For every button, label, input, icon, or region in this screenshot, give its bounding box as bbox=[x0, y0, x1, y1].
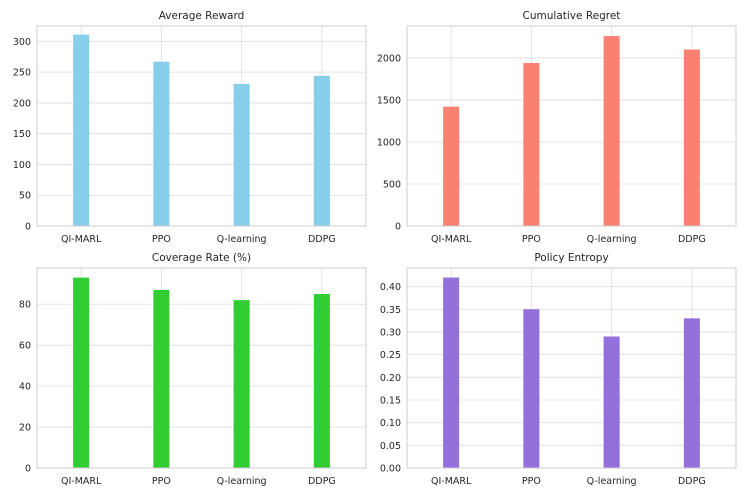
policy-entropy-ytick-label: 0.20 bbox=[380, 373, 401, 384]
policy-entropy-xtick-label-q-learning: Q-learning bbox=[587, 476, 637, 487]
average-reward-xtick-label-q-learning: Q-learning bbox=[217, 234, 267, 245]
coverage-rate-ytick-label: 60 bbox=[19, 341, 31, 352]
policy-entropy-bar-ppo bbox=[523, 309, 540, 468]
policy-entropy-xtick-label-qi-marl: QI-MARL bbox=[431, 476, 472, 487]
policy-entropy-axes-frame bbox=[406, 267, 737, 469]
cumulative-regret-ytick-label: 1000 bbox=[377, 137, 401, 148]
coverage-rate-axes-frame bbox=[36, 267, 367, 469]
panel-average-reward: Average Reward 0 50 100 150 200 250 300 QI-MARL P… bbox=[13, 10, 367, 245]
average-reward-bar-ppo bbox=[153, 61, 170, 226]
policy-entropy-xtick-label-ppo: PPO bbox=[522, 476, 541, 487]
cumulative-regret-xtick-label-qi-marl: QI-MARL bbox=[431, 234, 472, 245]
coverage-rate-title: Coverage Rate (%) bbox=[152, 252, 251, 264]
policy-entropy-ytick-label: 0.30 bbox=[380, 327, 401, 338]
cumulative-regret-title: Cumulative Regret bbox=[523, 10, 621, 22]
cumulative-regret-ytick-label: 2000 bbox=[377, 53, 401, 64]
cumulative-regret-bar-ppo bbox=[523, 62, 540, 226]
average-reward-ytick-label: 200 bbox=[13, 98, 31, 109]
policy-entropy-bar-ddpg bbox=[683, 318, 700, 468]
average-reward-bar-qi-marl bbox=[73, 34, 90, 226]
average-reward-ytick-label: 250 bbox=[13, 68, 31, 79]
coverage-rate-bar-qi-marl bbox=[73, 277, 90, 468]
cumulative-regret-ytick-label: 0 bbox=[395, 222, 401, 233]
policy-entropy-ytick-label: 0.40 bbox=[380, 282, 401, 293]
policy-entropy-bar-q-learning bbox=[603, 336, 620, 468]
average-reward-ytick-label: 300 bbox=[13, 37, 31, 48]
coverage-rate-ytick-label: 40 bbox=[19, 382, 31, 393]
panel-coverage-rate: Coverage Rate (%) 0 20 40 60 80 QI-MARL PPO Q-le… bbox=[19, 252, 367, 487]
policy-entropy-bar-qi-marl bbox=[443, 277, 460, 468]
average-reward-ytick-label: 50 bbox=[19, 191, 31, 202]
policy-entropy-ytick-label: 0.15 bbox=[380, 395, 401, 406]
policy-entropy-ytick-label: 0.10 bbox=[380, 418, 401, 429]
coverage-rate-bar-ppo bbox=[153, 289, 170, 468]
cumulative-regret-bar-q-learning bbox=[603, 36, 620, 227]
panel-cumulative-regret: Cumulative Regret 0 500 1000 1500 2000 QI-MARL… bbox=[377, 10, 737, 245]
average-reward-xtick-label-ppo: PPO bbox=[152, 234, 171, 245]
average-reward-ytick-label: 150 bbox=[13, 129, 31, 140]
coverage-rate-plot-area bbox=[37, 268, 366, 468]
cumulative-regret-bar-ddpg bbox=[683, 49, 700, 226]
cumulative-regret-axes-frame bbox=[406, 25, 737, 227]
coverage-rate-xtick-label-qi-marl: QI-MARL bbox=[61, 476, 102, 487]
average-reward-ytick-label: 0 bbox=[25, 222, 31, 233]
cumulative-regret-plot-area bbox=[407, 26, 736, 226]
average-reward-title: Average Reward bbox=[159, 10, 245, 22]
coverage-rate-ytick-label: 0 bbox=[25, 464, 31, 475]
policy-entropy-ytick-label: 0.25 bbox=[380, 350, 401, 361]
coverage-rate-bar-q-learning bbox=[233, 300, 250, 468]
policy-entropy-ytick-label: 0.05 bbox=[380, 441, 401, 452]
coverage-rate-xtick-label-ddpg: DDPG bbox=[308, 476, 336, 487]
coverage-rate-bar-ddpg bbox=[313, 293, 330, 468]
average-reward-bar-q-learning bbox=[233, 83, 250, 226]
coverage-rate-xtick-label-q-learning: Q-learning bbox=[217, 476, 267, 487]
average-reward-axes-frame bbox=[36, 25, 367, 227]
average-reward-bar-ddpg bbox=[313, 75, 330, 226]
coverage-rate-ytick-label: 20 bbox=[19, 423, 31, 434]
coverage-rate-xtick-label-ppo: PPO bbox=[152, 476, 171, 487]
cumulative-regret-xtick-label-ddpg: DDPG bbox=[678, 234, 706, 245]
coverage-rate-ytick-label: 80 bbox=[19, 300, 31, 311]
cumulative-regret-xtick-label-ppo: PPO bbox=[522, 234, 541, 245]
policy-entropy-ytick-label: 0.35 bbox=[380, 305, 401, 316]
average-reward-plot-area bbox=[37, 26, 366, 226]
policy-entropy-xtick-label-ddpg: DDPG bbox=[678, 476, 706, 487]
cumulative-regret-xtick-label-q-learning: Q-learning bbox=[587, 234, 637, 245]
policy-entropy-ytick-label: 0.00 bbox=[380, 464, 401, 475]
policy-entropy-title: Policy Entropy bbox=[534, 252, 608, 264]
cumulative-regret-ytick-label: 500 bbox=[383, 179, 401, 190]
cumulative-regret-ytick-label: 1500 bbox=[377, 95, 401, 106]
panel-policy-entropy: Policy Entropy 0.00 0.05 0.10 0.15 0.20 0.25 0.… bbox=[380, 252, 737, 487]
policy-entropy-plot-area bbox=[407, 268, 736, 468]
average-reward-xtick-label-qi-marl: QI-MARL bbox=[61, 234, 102, 245]
average-reward-ytick-label: 100 bbox=[13, 160, 31, 171]
cumulative-regret-bar-qi-marl bbox=[443, 106, 460, 226]
average-reward-xtick-label-ddpg: DDPG bbox=[308, 234, 336, 245]
